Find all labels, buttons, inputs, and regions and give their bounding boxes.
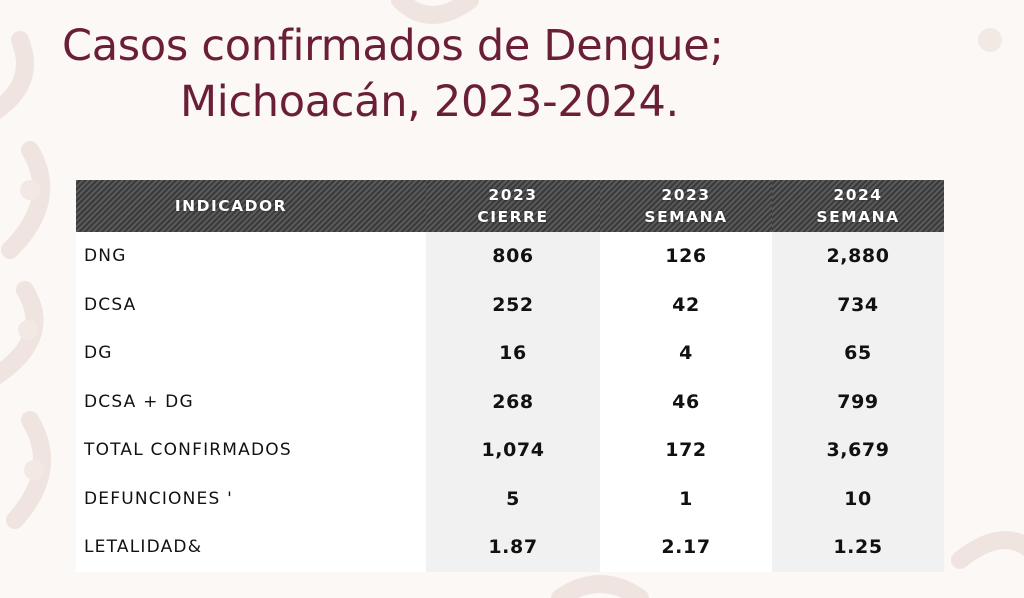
value-cell: 1.87 bbox=[426, 523, 600, 572]
indicator-cell: DCSA + DG bbox=[76, 377, 426, 426]
page-title: Casos confirmados de Dengue; Michoacán, … bbox=[62, 18, 962, 130]
table-row: DEFUNCIONES ' 5 1 10 bbox=[76, 474, 944, 523]
value-cell: 252 bbox=[426, 280, 600, 329]
header-2023-cierre: 2023 CIERRE bbox=[426, 180, 600, 232]
dengue-cases-table: INDICADOR 2023 CIERRE 2023 SEMANA 2024 S… bbox=[76, 180, 944, 572]
value-cell: 1,074 bbox=[426, 426, 600, 475]
value-cell: 42 bbox=[600, 280, 772, 329]
table-row: DG 16 4 65 bbox=[76, 329, 944, 378]
table-row: LETALIDAD& 1.87 2.17 1.25 bbox=[76, 523, 944, 572]
value-cell: 172 bbox=[600, 426, 772, 475]
header-year: 2024 bbox=[833, 186, 883, 204]
header-period: SEMANA bbox=[644, 208, 728, 226]
value-cell: 806 bbox=[426, 232, 600, 281]
value-cell: 16 bbox=[426, 329, 600, 378]
value-cell: 1 bbox=[600, 474, 772, 523]
value-cell: 2.17 bbox=[600, 523, 772, 572]
header-2023-semana: 2023 SEMANA bbox=[600, 180, 772, 232]
header-year: 2023 bbox=[488, 186, 538, 204]
value-cell: 734 bbox=[772, 280, 944, 329]
value-cell: 3,679 bbox=[772, 426, 944, 475]
header-year: 2023 bbox=[661, 186, 711, 204]
value-cell: 126 bbox=[600, 232, 772, 281]
indicator-cell: DCSA bbox=[76, 280, 426, 329]
value-cell: 799 bbox=[772, 377, 944, 426]
indicator-cell: TOTAL CONFIRMADOS bbox=[76, 426, 426, 475]
indicator-cell: DNG bbox=[76, 232, 426, 281]
value-cell: 2,880 bbox=[772, 232, 944, 281]
header-indicator-label: INDICADOR bbox=[174, 197, 288, 215]
header-period: SEMANA bbox=[816, 208, 900, 226]
value-cell: 1.25 bbox=[772, 523, 944, 572]
indicator-cell: LETALIDAD& bbox=[76, 523, 426, 572]
table-row: DNG 806 126 2,880 bbox=[76, 232, 944, 281]
table-row: TOTAL CONFIRMADOS 1,074 172 3,679 bbox=[76, 426, 944, 475]
title-line-2: Michoacán, 2023-2024. bbox=[180, 77, 679, 127]
value-cell: 10 bbox=[772, 474, 944, 523]
header-2024-semana: 2024 SEMANA bbox=[772, 180, 944, 232]
table-row: DCSA + DG 268 46 799 bbox=[76, 377, 944, 426]
table-row: DCSA 252 42 734 bbox=[76, 280, 944, 329]
value-cell: 46 bbox=[600, 377, 772, 426]
value-cell: 268 bbox=[426, 377, 600, 426]
indicator-cell: DG bbox=[76, 329, 426, 378]
value-cell: 65 bbox=[772, 329, 944, 378]
indicator-cell: DEFUNCIONES ' bbox=[76, 474, 426, 523]
header-indicator: INDICADOR bbox=[76, 180, 426, 232]
value-cell: 4 bbox=[600, 329, 772, 378]
table-header-row: INDICADOR 2023 CIERRE 2023 SEMANA 2024 S… bbox=[76, 180, 944, 232]
title-line-1: Casos confirmados de Dengue; bbox=[62, 21, 724, 71]
header-period: CIERRE bbox=[477, 208, 549, 226]
value-cell: 5 bbox=[426, 474, 600, 523]
